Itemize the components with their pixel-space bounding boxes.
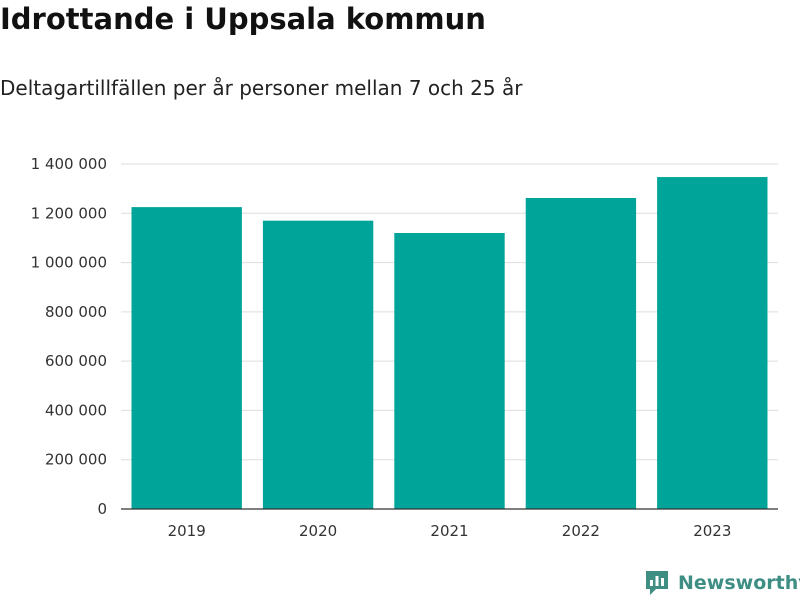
y-tick-label: 600 000 [45, 352, 107, 370]
y-tick-label: 0 [97, 500, 107, 518]
newsworthy-logo-icon [646, 571, 668, 595]
bar-2023 [657, 177, 768, 509]
brand-name: Newsworthy [678, 572, 800, 594]
x-tick-label: 2020 [299, 522, 337, 540]
chart-title: Idrottande i Uppsala kommun [0, 2, 486, 36]
x-tick-label: 2021 [430, 522, 468, 540]
bar-2021 [394, 233, 505, 509]
bars [131, 177, 768, 509]
x-tick-label: 2019 [168, 522, 206, 540]
y-tick-label: 800 000 [45, 303, 107, 321]
y-tick-label: 200 000 [45, 451, 107, 469]
x-tick-label: 2023 [693, 522, 731, 540]
bar-2022 [525, 198, 637, 509]
x-tick-label: 2022 [562, 522, 600, 540]
bar-2020 [262, 220, 374, 509]
bar-chart: 0 200 000 400 000 600 000 800 000 1 000 000 1 … [31, 155, 778, 540]
brand-logo: Newsworthy [644, 569, 800, 597]
axes: 0 200 000 400 000 600 000 800 000 1 000 000 1 … [31, 155, 778, 540]
y-tick-label: 1 200 000 [31, 204, 107, 222]
chart-subtitle: Deltagartillfällen per år personer mella… [0, 76, 523, 100]
y-tick-label: 1 400 000 [31, 155, 107, 173]
y-tick-label: 400 000 [45, 401, 107, 419]
y-tick-label: 1 000 000 [31, 254, 107, 272]
bar-2019 [131, 207, 242, 509]
